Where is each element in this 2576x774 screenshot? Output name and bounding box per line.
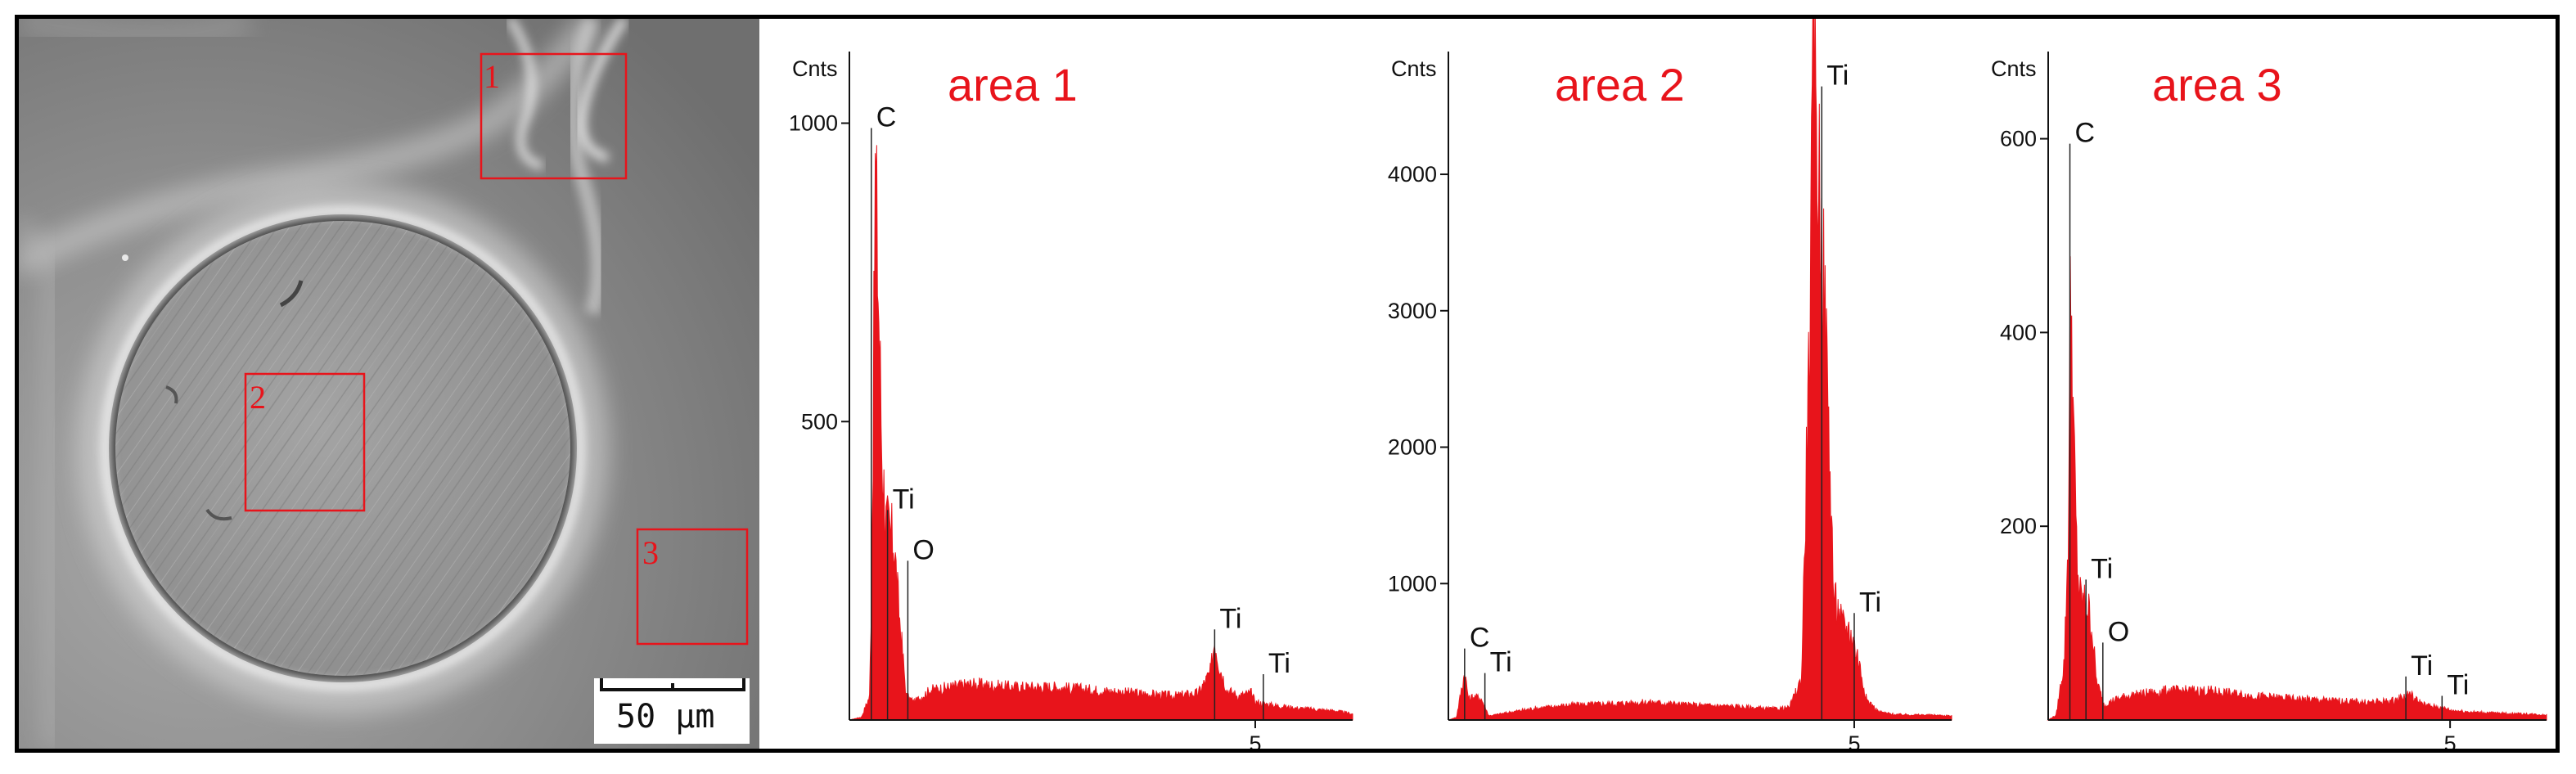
x-tick-label: 5 [1249,731,1261,749]
spectrum-series-3 [2047,256,2547,721]
y-tick-label: 500 [801,409,838,434]
spectrum-series-1 [849,145,1353,721]
spectrum-chart-area-1: 500 1000 5 Cnts area 1 C Ti O Ti Ti [789,52,1353,749]
spectrum-panel-area-1: 500 1000 5 Cnts area 1 C Ti O Ti Ti [759,19,1362,749]
peak-label-3: Ti [1490,647,1512,678]
figure-frame: 1 2 3 50 µm 500 1000 5 Cnts area 1 C Ti O Ti Ti 1… [15,15,2560,753]
peak-label-3: O [912,534,934,565]
scale-bar [600,678,745,691]
peak-label-1: C [2075,118,2096,149]
y-tick-label: 1000 [789,111,838,136]
peak-label-1: Ti [1826,61,1849,92]
area-1-box-label: 1 [484,58,500,95]
y-tick-label: 4000 [1388,162,1437,187]
spectrum-panel-area-3: 200 400 600 5 Cnts area 3 C Ti O Ti Ti [1964,19,2556,749]
chart-title: area 1 [948,59,1078,110]
y-tick-label: 600 [2000,127,2037,151]
y-axis-label: Cnts [1391,56,1437,81]
sem-micrograph: 1 2 3 50 µm [19,19,759,749]
peak-label-4: Ti [2411,650,2433,682]
area-2-box [244,372,366,512]
y-tick-label: 400 [2000,320,2037,344]
chart-title: area 3 [2152,59,2282,110]
y-axis-label: Cnts [1991,56,2037,81]
scale-bar-label: 50 µm [616,698,714,736]
area-1-box [480,52,628,180]
area-2-box-label: 2 [250,379,266,416]
chart-title: area 2 [1555,59,1685,110]
peak-label-4: Ti [1219,603,1241,634]
peak-label-2: C [1470,623,1490,654]
y-tick-label: 3000 [1388,299,1437,323]
spectrum-series-2 [1448,19,1952,721]
area-3-box [636,528,749,646]
peak-label-3: O [2108,616,2129,647]
peak-label-5: Ti [2447,669,2469,700]
y-tick-label: 1000 [1388,571,1437,596]
x-tick-label: 5 [2444,731,2457,749]
y-tick-label: 2000 [1388,435,1437,460]
spectrum-chart-area-3: 200 400 600 5 Cnts area 3 C Ti O Ti Ti [1991,52,2547,749]
sem-image: 1 2 3 50 µm [19,19,759,749]
x-tick-label: 5 [1848,731,1860,749]
peak-label-2: Ti [2091,553,2113,584]
y-tick-label: 200 [2000,514,2037,538]
peak-label-5: Ti [1268,648,1290,679]
peak-label-4: Ti [1859,587,1881,618]
spectrum-panel-area-2: 1000 2000 3000 4000 5 Cnts area 2 Ti C Ti Ti [1362,19,1964,749]
peak-label-1: C [876,102,897,133]
y-axis-label: Cnts [792,56,838,81]
area-3-box-label: 3 [642,534,659,571]
peak-label-2: Ti [893,484,915,515]
